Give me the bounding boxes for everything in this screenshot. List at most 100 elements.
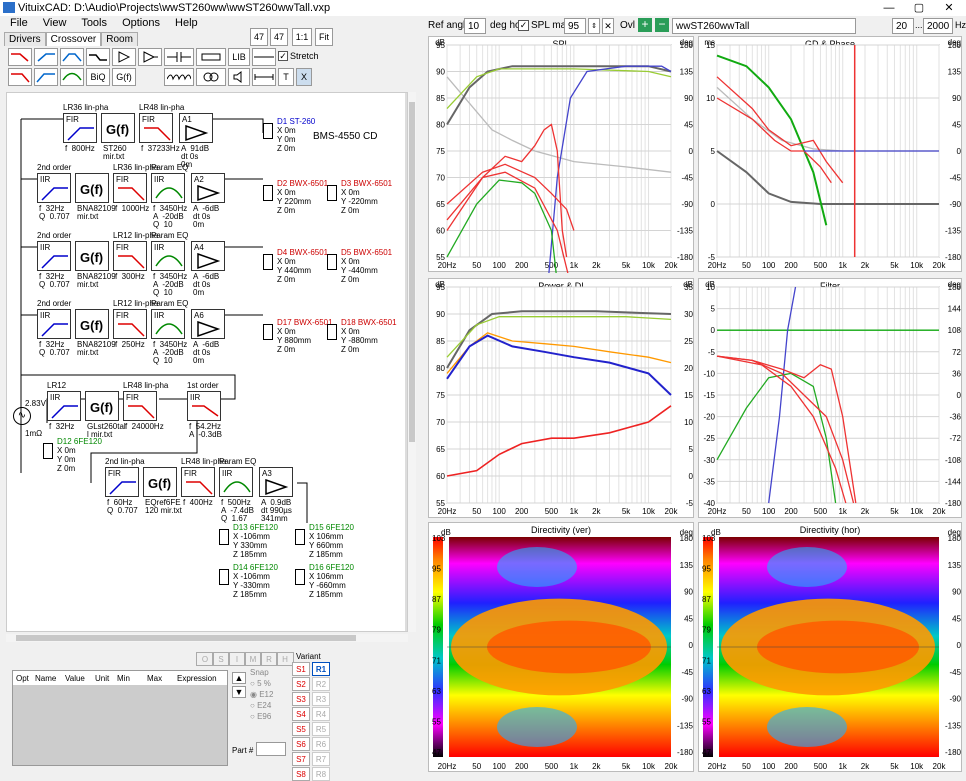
- parameter-table[interactable]: Opt Name Value Unit Min Max Expression: [12, 670, 228, 766]
- spl-max-input[interactable]: [564, 18, 586, 34]
- inductor-icon[interactable]: [164, 68, 194, 86]
- variant-r6-button[interactable]: R6: [312, 737, 330, 751]
- overlay-name-input[interactable]: [672, 18, 856, 34]
- overlay-add-button[interactable]: +: [638, 18, 652, 32]
- maximize-button[interactable]: ▢: [913, 2, 925, 14]
- filter-block[interactable]: G(f): [75, 309, 109, 339]
- filter-block[interactable]: G(f): [75, 241, 109, 271]
- filter-block[interactable]: A3: [259, 467, 293, 497]
- peak-eq-icon[interactable]: [60, 68, 84, 86]
- filter-block[interactable]: IIR: [219, 467, 253, 497]
- speaker-driver-icon[interactable]: [43, 443, 53, 459]
- filter-block[interactable]: G(f): [75, 173, 109, 203]
- speaker-driver-icon[interactable]: [295, 569, 305, 585]
- filter-block[interactable]: IIR: [151, 241, 185, 271]
- speaker-icon[interactable]: [228, 68, 250, 86]
- variant-r7-button[interactable]: R7: [312, 752, 330, 766]
- gd-phase-chart[interactable]: GD & Phase 15 10 5 0 -5 180 135 90 45 0 -45 -90 -135…: [698, 36, 962, 272]
- zoom-47-a-button[interactable]: 47: [250, 28, 268, 46]
- schematic-vscroll[interactable]: [405, 93, 407, 631]
- shelf-filter-icon[interactable]: [86, 48, 110, 66]
- filter-block[interactable]: IIR: [47, 391, 81, 421]
- filter-block[interactable]: FIR: [113, 173, 147, 203]
- filter-block[interactable]: A4: [191, 241, 225, 271]
- transformer-icon[interactable]: [196, 68, 226, 86]
- spl-max-spinner[interactable]: ⇕: [588, 18, 600, 34]
- opt-h-button[interactable]: H: [276, 652, 294, 666]
- filter-block[interactable]: IIR: [37, 309, 71, 339]
- variant-s4-button[interactable]: S4: [292, 707, 310, 721]
- filter-block[interactable]: IIR: [151, 173, 185, 203]
- highpass-filter-icon[interactable]: [34, 48, 58, 66]
- horizontal-scrollbar[interactable]: [6, 634, 408, 642]
- variant-r8-button[interactable]: R8: [312, 767, 330, 781]
- variant-s5-button[interactable]: S5: [292, 722, 310, 736]
- menu-file[interactable]: File: [10, 17, 28, 29]
- stretch-checkbox[interactable]: ✓: [278, 51, 288, 61]
- opt-o-button[interactable]: O: [196, 652, 214, 666]
- variant-s2-button[interactable]: S2: [292, 677, 310, 691]
- filter-block[interactable]: A6: [191, 309, 225, 339]
- snap-option-e96[interactable]: ○ E96: [250, 712, 272, 721]
- filter-block[interactable]: G(f): [85, 391, 119, 421]
- variant-s1-button[interactable]: S1: [292, 662, 310, 676]
- variant-r1-button[interactable]: R1: [312, 662, 330, 676]
- filter-block[interactable]: FIR: [113, 241, 147, 271]
- filter-block[interactable]: FIR: [181, 467, 215, 497]
- filter-block[interactable]: IIR: [37, 241, 71, 271]
- menu-help[interactable]: Help: [175, 17, 198, 29]
- freq-min-input[interactable]: [892, 18, 914, 34]
- speaker-driver-icon[interactable]: [219, 569, 229, 585]
- highpass-blue-icon[interactable]: [34, 68, 58, 86]
- tab-crossover[interactable]: Crossover: [45, 32, 102, 46]
- amplifier-icon[interactable]: [138, 48, 162, 66]
- close-button[interactable]: ✕: [944, 2, 954, 14]
- variant-s3-button[interactable]: S3: [292, 692, 310, 706]
- filter-block[interactable]: IIR: [37, 173, 71, 203]
- biquad-button[interactable]: BiQ: [86, 68, 110, 86]
- move-up-button[interactable]: ▲: [232, 672, 246, 684]
- freq-max-input[interactable]: [923, 18, 953, 34]
- zoom-fit-button[interactable]: Fit: [315, 28, 333, 46]
- filter-block[interactable]: FIR: [123, 391, 157, 421]
- move-down-button[interactable]: ▼: [232, 686, 246, 698]
- snap-option-5pct[interactable]: ○ 5 %: [250, 679, 271, 688]
- menu-tools[interactable]: Tools: [81, 17, 107, 29]
- spl-max-checkbox[interactable]: ✓: [518, 20, 529, 31]
- filter-block[interactable]: FIR: [139, 113, 173, 143]
- bandpass-filter-icon[interactable]: [60, 48, 84, 66]
- filter-block[interactable]: FIR: [105, 467, 139, 497]
- filter-block[interactable]: A2: [191, 173, 225, 203]
- variant-r4-button[interactable]: R4: [312, 707, 330, 721]
- tab-room[interactable]: Room: [101, 32, 138, 46]
- opt-i-button[interactable]: I: [228, 652, 246, 666]
- speaker-driver-icon[interactable]: [263, 324, 273, 340]
- opt-s-button[interactable]: S: [212, 652, 230, 666]
- zoom-1-1-button[interactable]: 1:1: [292, 28, 312, 46]
- variant-r5-button[interactable]: R5: [312, 722, 330, 736]
- filter-chart[interactable]: Filter 10 5 0 -5 -10 -15 -20 -25 -30 -35 -40 180 144…: [698, 278, 962, 518]
- wire-icon[interactable]: [252, 48, 276, 66]
- speaker-driver-icon[interactable]: [263, 185, 273, 201]
- speaker-driver-icon[interactable]: [263, 254, 273, 270]
- directivity-hor-chart[interactable]: Directivity (hor) 103 95 87 79 71 63 55 47 180 13…: [698, 522, 962, 772]
- part-number-input[interactable]: [256, 742, 286, 756]
- text-tool-button[interactable]: T: [278, 68, 294, 86]
- snap-option-e24[interactable]: ○ E24: [250, 701, 272, 710]
- snap-option-e12[interactable]: ◉ E12: [250, 690, 274, 699]
- variant-s8-button[interactable]: S8: [292, 767, 310, 781]
- delete-tool-button[interactable]: X: [296, 68, 312, 86]
- filter-block[interactable]: A1: [179, 113, 213, 143]
- variant-r3-button[interactable]: R3: [312, 692, 330, 706]
- variant-s7-button[interactable]: S7: [292, 752, 310, 766]
- lowpass-filter-icon[interactable]: [8, 48, 32, 66]
- capacitor-icon[interactable]: [164, 48, 194, 66]
- filter-block[interactable]: IIR: [151, 309, 185, 339]
- ref-angle-input[interactable]: [464, 18, 486, 34]
- filter-block[interactable]: G(f): [143, 467, 177, 497]
- variant-s6-button[interactable]: S6: [292, 737, 310, 751]
- power-di-chart[interactable]: Power & DI 95 90 85 80 75 70 65 60 55 35 30 25 20 15 1…: [428, 278, 694, 518]
- gf-button[interactable]: G(f): [112, 68, 136, 86]
- voltage-source-icon[interactable]: ∿: [13, 407, 31, 425]
- speaker-driver-icon[interactable]: [327, 324, 337, 340]
